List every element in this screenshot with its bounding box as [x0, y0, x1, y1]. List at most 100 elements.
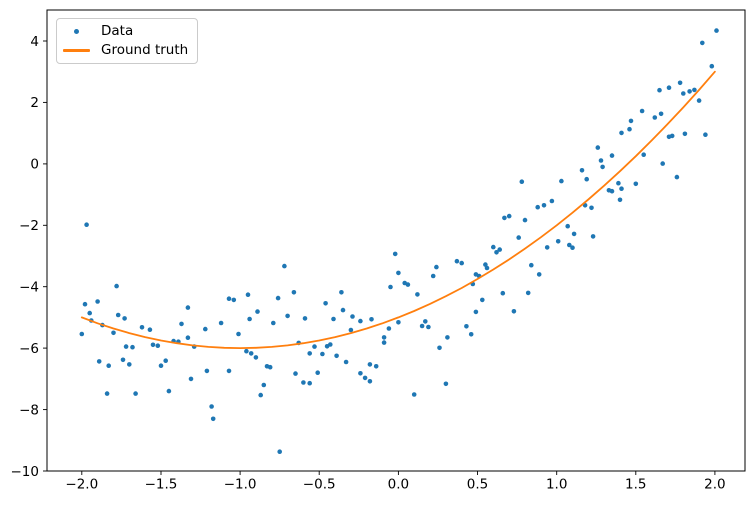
x-tick-label: −1.0	[224, 477, 257, 493]
scatter-point	[658, 111, 664, 117]
scatter-point	[218, 320, 224, 326]
scatter-point	[633, 181, 639, 187]
scatter-point	[411, 392, 417, 397]
y-tick-label: −10	[11, 464, 40, 480]
scatter-point	[114, 283, 119, 289]
scatter-point	[247, 316, 252, 322]
scatter-point	[714, 28, 719, 33]
scatter-point	[666, 85, 672, 90]
ground-truth-line-icon	[63, 49, 90, 52]
scatter-point	[348, 327, 354, 333]
scatter-point	[609, 188, 615, 194]
scatter-point	[506, 213, 512, 219]
scatter-point	[535, 204, 540, 210]
x-tick-label: −1.5	[145, 477, 178, 493]
scatter-point	[570, 245, 575, 250]
scatter-point	[334, 353, 339, 359]
scatter-point	[358, 318, 363, 324]
scatter-point	[619, 186, 624, 191]
x-tick-label: 0.5	[467, 477, 488, 493]
scatter-point	[302, 316, 308, 321]
scatter-point	[652, 115, 658, 120]
y-tick-label: −4	[19, 280, 39, 296]
y-tick-label: 0	[30, 157, 39, 173]
scatter-point	[464, 324, 469, 329]
x-tick-label: 1.0	[546, 477, 567, 493]
x-tick-label: 0.0	[388, 477, 409, 493]
scatter-point	[139, 325, 145, 330]
scatter-point	[609, 153, 615, 158]
scatter-point	[616, 180, 621, 186]
scatter-point	[392, 251, 398, 257]
scatter-point	[500, 290, 506, 296]
scatter-point	[657, 87, 662, 93]
scatter-point	[494, 250, 499, 255]
legend-label-data: Data	[101, 23, 134, 39]
scatter-point	[95, 299, 100, 304]
scatter-point	[522, 217, 528, 223]
scatter-point	[285, 313, 290, 319]
x-tick-label: 2.0	[704, 477, 725, 493]
scatter-point	[600, 164, 605, 170]
scatter-point	[419, 323, 425, 329]
scatter-point	[381, 340, 387, 345]
scatter-point	[343, 359, 349, 365]
scatter-point	[226, 368, 232, 374]
scatter-point	[677, 80, 683, 86]
scatter-point	[323, 301, 328, 306]
scatter-point	[567, 242, 572, 248]
scatter-point	[434, 264, 439, 270]
scatter-point	[373, 364, 379, 369]
scatter-point	[127, 362, 132, 367]
scatter-point	[692, 87, 697, 93]
scatter-point	[396, 270, 401, 276]
scatter-point	[430, 273, 436, 279]
scatter-point	[484, 265, 490, 271]
scatter-point	[255, 309, 260, 314]
scatter-point	[617, 197, 623, 203]
scatter-point	[244, 348, 249, 354]
scatter-point	[155, 343, 161, 349]
scatter-point	[188, 376, 194, 382]
scatter-point	[674, 174, 680, 180]
y-tick-label: −2	[19, 218, 39, 234]
scatter-point	[328, 342, 333, 347]
scatter-point	[396, 320, 401, 325]
scatter-point	[525, 290, 531, 296]
scatter-point	[595, 145, 601, 150]
scatter-point	[639, 108, 645, 114]
scatter-point	[245, 292, 251, 298]
scatter-point	[79, 331, 85, 337]
scatter-point	[454, 258, 460, 264]
scatter-point	[277, 449, 283, 455]
scatter-point	[271, 320, 276, 326]
scatter-point	[358, 371, 363, 376]
scatter-point	[641, 152, 646, 157]
scatter-point	[282, 263, 287, 269]
scatter-point	[301, 380, 306, 385]
scatter-point	[549, 198, 555, 204]
scatter-point	[163, 358, 168, 364]
scatter-point	[381, 335, 387, 340]
legend: Data Ground truth	[56, 18, 199, 64]
scatter-point	[681, 91, 686, 96]
scatter-point	[133, 391, 138, 396]
scatter-point	[696, 98, 702, 103]
scatter-point	[709, 63, 715, 69]
data-dot-icon	[74, 29, 79, 34]
scatter-point	[565, 223, 570, 229]
scatter-point	[253, 355, 259, 360]
scatter-point	[158, 363, 164, 369]
scatter-point	[536, 272, 542, 277]
y-tick-label: −8	[19, 402, 39, 418]
scatter-point	[519, 179, 525, 184]
scatter-point	[590, 234, 596, 239]
scatter-point	[236, 331, 241, 337]
scatter-point	[307, 380, 313, 386]
scatter-point	[660, 161, 665, 166]
scatter-point	[226, 296, 232, 302]
scatter-point	[388, 284, 393, 290]
scatter-point	[120, 357, 126, 363]
